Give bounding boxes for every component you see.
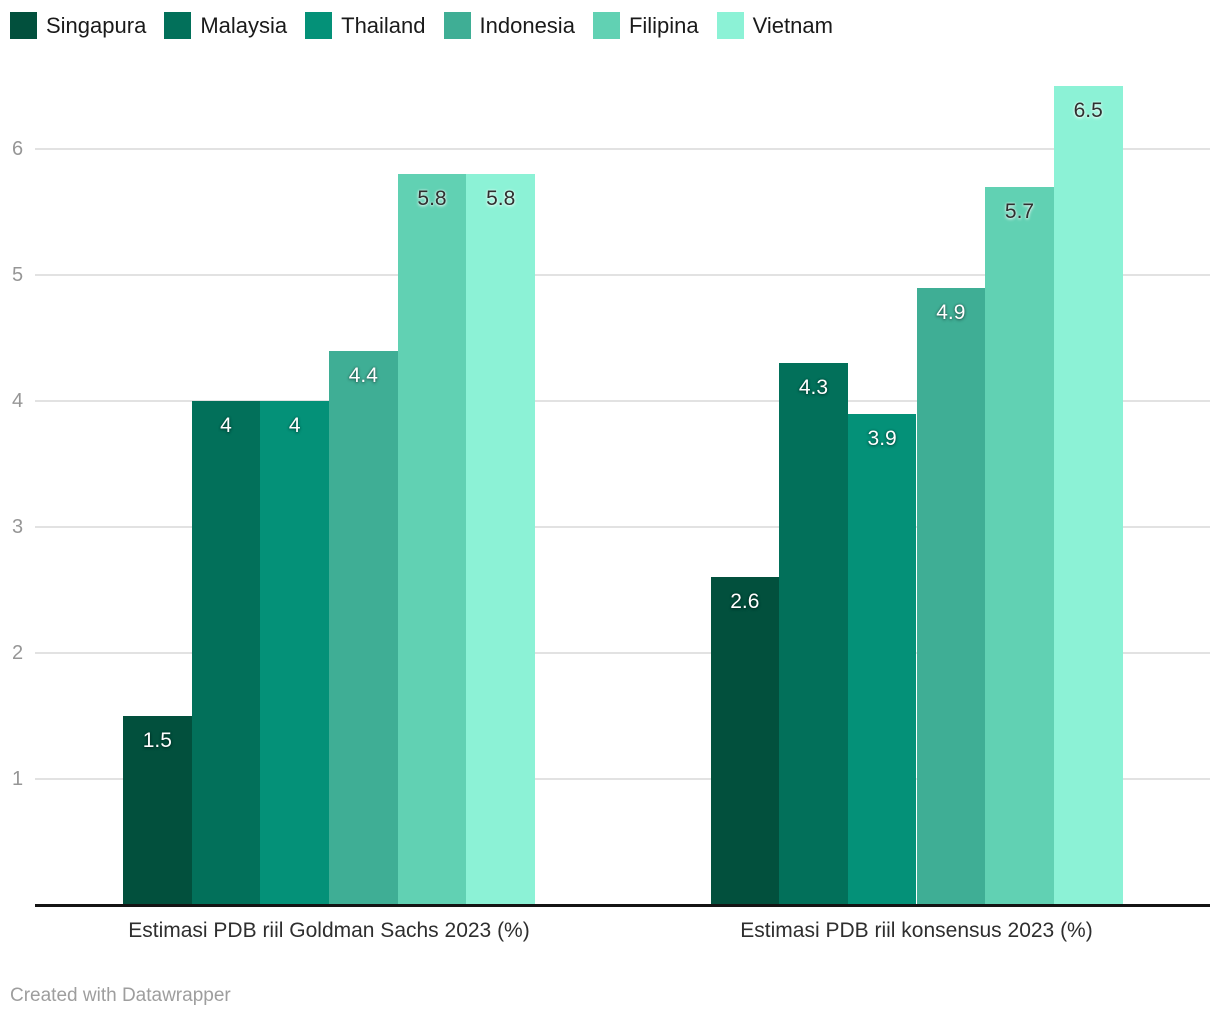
y-axis-tick-label-4: 4 <box>12 390 24 412</box>
bar-thailand-group1: 4 <box>260 401 329 905</box>
bar-malaysia-group2: 4.3 <box>779 363 848 905</box>
bar-value-label: 3.9 <box>867 426 897 450</box>
bar-filipina-group1: 5.8 <box>397 174 467 905</box>
legend-item-vietnam: Vietnam <box>716 12 833 39</box>
bar-value-label: 5.8 <box>486 187 516 211</box>
bar-value-label: 1.5 <box>142 729 172 752</box>
bar-thailand-group2: 3.9 <box>847 413 917 905</box>
legend-item-thailand: Thailand <box>305 12 426 39</box>
legend-swatch-icon <box>10 12 37 39</box>
y-axis-tick-label-5: 5 <box>12 264 24 286</box>
legend-swatch-icon <box>305 12 333 39</box>
bar-singapura-group1: 1.5 <box>123 716 192 905</box>
legend-label: Singapura <box>46 13 147 38</box>
bar-indonesia-group1: 4.4 <box>329 350 398 905</box>
bar-value-label: 4.9 <box>936 300 966 324</box>
bar-value-label: 4.4 <box>348 363 378 387</box>
bar-value-label: 4 <box>220 414 232 437</box>
legend-swatch-icon <box>443 12 471 39</box>
bar-value-label: 5.7 <box>1004 199 1035 223</box>
bar-value-label: 5.8 <box>417 187 447 211</box>
legend-swatch-icon <box>164 12 192 39</box>
bar-value-label: 4 <box>288 414 301 437</box>
bar-value-label: 6.5 <box>1073 99 1103 122</box>
bar-vietnam-group2: 6.5 <box>1053 86 1123 905</box>
y-axis-tick-label-3: 3 <box>12 516 24 538</box>
gridline-y-5 <box>35 274 1210 276</box>
legend-swatch-icon <box>592 12 620 39</box>
bar-value-label: 4.3 <box>798 376 829 400</box>
bar-malaysia-group1: 4 <box>191 401 261 905</box>
legend-item-singapura: Singapura <box>10 12 146 39</box>
legend-label: Vietnam <box>752 13 833 38</box>
chart-legend: Singapura Malaysia Thailand Indonesia Filipi… <box>10 12 833 39</box>
bar-filipina-group2: 5.7 <box>985 186 1054 905</box>
gridline-y-1 <box>35 778 1210 780</box>
bar-vietnam-group1: 5.8 <box>466 174 535 905</box>
legend-label: Filipina <box>628 13 699 38</box>
bar-value-label: 2.6 <box>730 590 760 614</box>
category-label-konsensus: Estimasi PDB riil konsensus 2023 (%) <box>740 919 1093 942</box>
legend-item-malaysia: Malaysia <box>164 12 287 39</box>
legend-label: Malaysia <box>200 13 288 38</box>
legend-label: Indonesia <box>479 13 575 38</box>
legend-swatch-icon <box>716 12 744 39</box>
gridline-y-4 <box>35 400 1210 402</box>
category-label-goldman-sachs: Estimasi PDB riil Goldman Sachs 2023 (%) <box>128 919 530 942</box>
y-axis-tick-label-6: 6 <box>12 138 24 160</box>
legend-label: Thailand <box>341 13 426 38</box>
gridline-y-3 <box>35 526 1210 528</box>
x-axis-baseline <box>35 904 1210 907</box>
bar-indonesia-group2: 4.9 <box>916 287 986 905</box>
gridline-y-2 <box>35 652 1210 654</box>
y-axis-tick-label-1: 1 <box>12 768 24 790</box>
legend-item-indonesia: Indonesia <box>443 12 575 39</box>
bar-singapura-group2: 2.6 <box>710 577 780 905</box>
datawrapper-credit: Created with Datawrapper <box>10 985 231 1006</box>
gridline-y-6 <box>35 148 1210 150</box>
y-axis-tick-label-2: 2 <box>12 642 24 664</box>
legend-item-filipina: Filipina <box>592 12 699 39</box>
